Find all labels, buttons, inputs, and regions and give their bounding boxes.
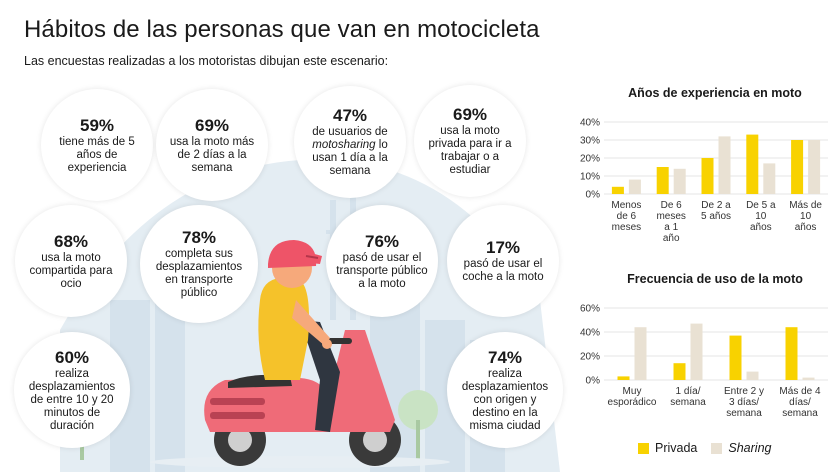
bar-privada bbox=[611, 186, 624, 194]
stat-text-em: motosharing bbox=[312, 139, 376, 151]
y-tick-label: 60% bbox=[580, 304, 600, 315]
legend-swatch-privada bbox=[638, 442, 649, 454]
stat-text: de usuarios de motosharing lo usan 1 día… bbox=[304, 126, 396, 178]
bar-sharing bbox=[763, 163, 776, 194]
x-tick-label: 1 día/semana bbox=[670, 386, 706, 408]
stat-bubble-experience: 59% tiene más de 5 años de experiencia bbox=[41, 89, 153, 201]
bar-privada bbox=[785, 327, 798, 380]
stat-text: pasó de usar el transporte público a la … bbox=[336, 251, 428, 290]
stat-text: usa la moto más de 2 días a la semana bbox=[169, 135, 255, 174]
stat-percent: 76% bbox=[364, 231, 400, 251]
page-subtitle: Las encuestas realizadas a los motorista… bbox=[24, 54, 389, 68]
stat-bubble-switched-from-car: 17% pasó de usar el coche a la moto bbox=[447, 205, 559, 317]
x-tick-label: Menos de 6 meses bbox=[611, 200, 641, 233]
ground-shadow bbox=[150, 456, 450, 468]
bar-privada bbox=[701, 158, 714, 194]
bar-chart-frequency: 0% 20% 40% 60% Muy esporádico 1 día/semana Entr… bbox=[580, 304, 828, 419]
bar-sharing bbox=[673, 168, 686, 194]
stat-bubble-work-study: 69% usa la moto privada para ir a trabaj… bbox=[414, 85, 526, 197]
chart-title-frequency: Frecuencia de uso de la moto bbox=[627, 272, 803, 286]
stat-bubble-motosharing: 47% de usuarios de motosharing lo usan 1… bbox=[294, 86, 406, 198]
stat-percent: 69% bbox=[452, 105, 488, 124]
bar-sharing bbox=[634, 327, 647, 380]
y-tick-label: 40% bbox=[580, 118, 600, 129]
stat-percent: 60% bbox=[54, 347, 90, 367]
y-tick-label: 0% bbox=[586, 190, 601, 201]
stat-text: completa sus desplazamientos en transpor… bbox=[155, 248, 243, 299]
bar-privada bbox=[617, 376, 630, 380]
x-tick-label: De 6 meses a 1 año bbox=[656, 200, 685, 244]
stat-bubble-public-transport: 78% completa sus desplazamientos en tran… bbox=[140, 205, 258, 323]
stat-text: usa la moto compartida para ocio bbox=[29, 251, 113, 290]
stat-percent: 47% bbox=[332, 106, 368, 125]
x-tick-label: De 5 a 10 años bbox=[746, 200, 776, 233]
y-tick-label: 40% bbox=[580, 328, 600, 339]
bar-sharing bbox=[802, 377, 815, 380]
stat-percent: 17% bbox=[485, 238, 521, 257]
bar-sharing bbox=[690, 323, 703, 380]
legend-label-sharing: Sharing bbox=[728, 441, 772, 455]
y-tick-label: 0% bbox=[586, 376, 601, 387]
stat-percent: 59% bbox=[79, 115, 115, 135]
bar-privada bbox=[791, 140, 804, 194]
x-tick-label: Más de 10 años bbox=[789, 200, 822, 233]
bar-privada bbox=[746, 134, 759, 194]
stat-bubble-leisure: 68% usa la moto compartida para ocio bbox=[15, 205, 127, 317]
legend-swatch-sharing bbox=[711, 442, 723, 454]
rider bbox=[258, 240, 340, 432]
stat-text: realiza desplazamientos con origen y des… bbox=[461, 367, 549, 432]
y-tick-label: 20% bbox=[580, 154, 600, 165]
legend-item-privada: Privada bbox=[638, 441, 697, 455]
bar-sharing bbox=[628, 179, 641, 194]
stat-bubble-switched-from-transit: 76% pasó de usar el transporte público a… bbox=[326, 205, 438, 317]
y-tick-label: 20% bbox=[580, 352, 600, 363]
stat-text: usa la moto privada para ir a trabajar o… bbox=[428, 125, 512, 176]
stat-percent: 78% bbox=[181, 228, 217, 247]
stat-text-before: de usuarios de bbox=[312, 126, 388, 138]
legend-item-sharing: Sharing bbox=[711, 441, 771, 455]
bar-sharing bbox=[718, 136, 731, 194]
bar-privada bbox=[656, 167, 669, 194]
stat-text: realiza desplazamientos de entre 10 y 20… bbox=[28, 367, 116, 432]
x-tick-label: Más de 4 días/semana bbox=[779, 386, 821, 419]
scooter bbox=[204, 330, 401, 466]
stat-bubble-same-city: 74% realiza desplazamientos con origen y… bbox=[447, 332, 563, 448]
x-tick-label: Muy esporádico bbox=[608, 386, 657, 408]
chart-title-experience: Años de experiencia en moto bbox=[628, 86, 802, 100]
chart-legend: Privada Sharing bbox=[638, 441, 785, 455]
y-tick-label: 10% bbox=[580, 172, 600, 183]
stat-percent: 69% bbox=[194, 115, 230, 135]
bar-chart-experience: 0% 10% 20% 30% 40% Menos de 6 meses De 6 meses a 1… bbox=[580, 118, 828, 244]
bar-sharing bbox=[746, 371, 759, 380]
page-title: Hábitos de las personas que van en motoc… bbox=[24, 16, 540, 43]
stat-percent: 68% bbox=[53, 231, 89, 251]
stat-percent: 74% bbox=[487, 347, 523, 367]
bar-sharing bbox=[808, 140, 821, 194]
stat-text: pasó de usar el coche a la moto bbox=[462, 258, 544, 283]
legend-label-privada: Privada bbox=[655, 441, 698, 455]
stat-bubble-trip-duration: 60% realiza desplazamientos de entre 10 … bbox=[14, 332, 130, 448]
stat-bubble-days-per-week: 69% usa la moto más de 2 días a la seman… bbox=[156, 89, 268, 201]
stat-text-after: lo usan 1 día a la semana bbox=[312, 139, 388, 177]
stat-text: tiene más de 5 años de experiencia bbox=[59, 135, 135, 174]
bar-privada bbox=[673, 363, 686, 380]
bar-privada bbox=[729, 335, 742, 380]
y-tick-label: 30% bbox=[580, 136, 600, 147]
